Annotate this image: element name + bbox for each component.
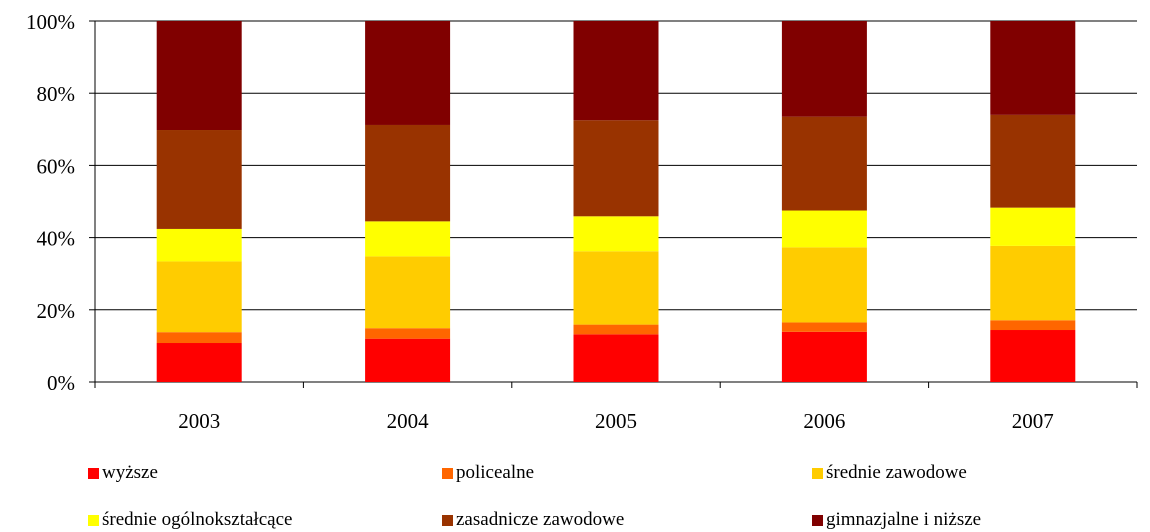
- y-tick-label: 60%: [37, 154, 76, 178]
- bar-segment: [781, 322, 867, 332]
- bar-segment: [365, 328, 451, 339]
- x-tick-label: 2004: [387, 409, 430, 433]
- y-tick-label: 20%: [37, 299, 76, 323]
- bar-segment: [156, 343, 242, 382]
- bar-segment: [573, 120, 659, 217]
- y-tick-label: 100%: [26, 10, 75, 34]
- y-tick-label: 40%: [37, 227, 76, 251]
- bar-segment: [156, 130, 242, 229]
- bar-segment: [990, 207, 1076, 246]
- bar-segment: [990, 21, 1076, 115]
- bar-segment: [365, 338, 451, 382]
- bar-segment: [365, 21, 451, 125]
- bar-segment: [990, 320, 1076, 331]
- y-tick-label: 80%: [37, 82, 76, 106]
- bar-segment: [156, 261, 242, 333]
- bar-segment: [573, 324, 659, 335]
- bar-segment: [781, 21, 867, 117]
- x-tick-label: 2007: [1012, 409, 1054, 433]
- bar-segment: [781, 210, 867, 248]
- bar-segment: [990, 114, 1076, 208]
- bar-segment: [781, 247, 867, 323]
- bar-segment: [156, 332, 242, 344]
- x-tick-label: 2003: [178, 409, 220, 433]
- bar-segment: [365, 221, 451, 257]
- bar-segment: [781, 331, 867, 382]
- bar-segment: [990, 245, 1076, 321]
- y-tick-label: 0%: [47, 371, 75, 395]
- x-tick-label: 2006: [803, 409, 845, 433]
- bar-segment: [573, 334, 659, 382]
- bar-segment: [990, 330, 1076, 382]
- bar-segment: [156, 228, 242, 262]
- bar-segment: [365, 256, 451, 329]
- x-tick-label: 2005: [595, 409, 637, 433]
- bar-segment: [365, 124, 451, 222]
- bar-segment: [573, 216, 659, 252]
- bar-segment: [156, 21, 242, 131]
- bar-segment: [781, 116, 867, 211]
- bar-segment: [573, 21, 659, 121]
- bar-segment: [573, 251, 659, 325]
